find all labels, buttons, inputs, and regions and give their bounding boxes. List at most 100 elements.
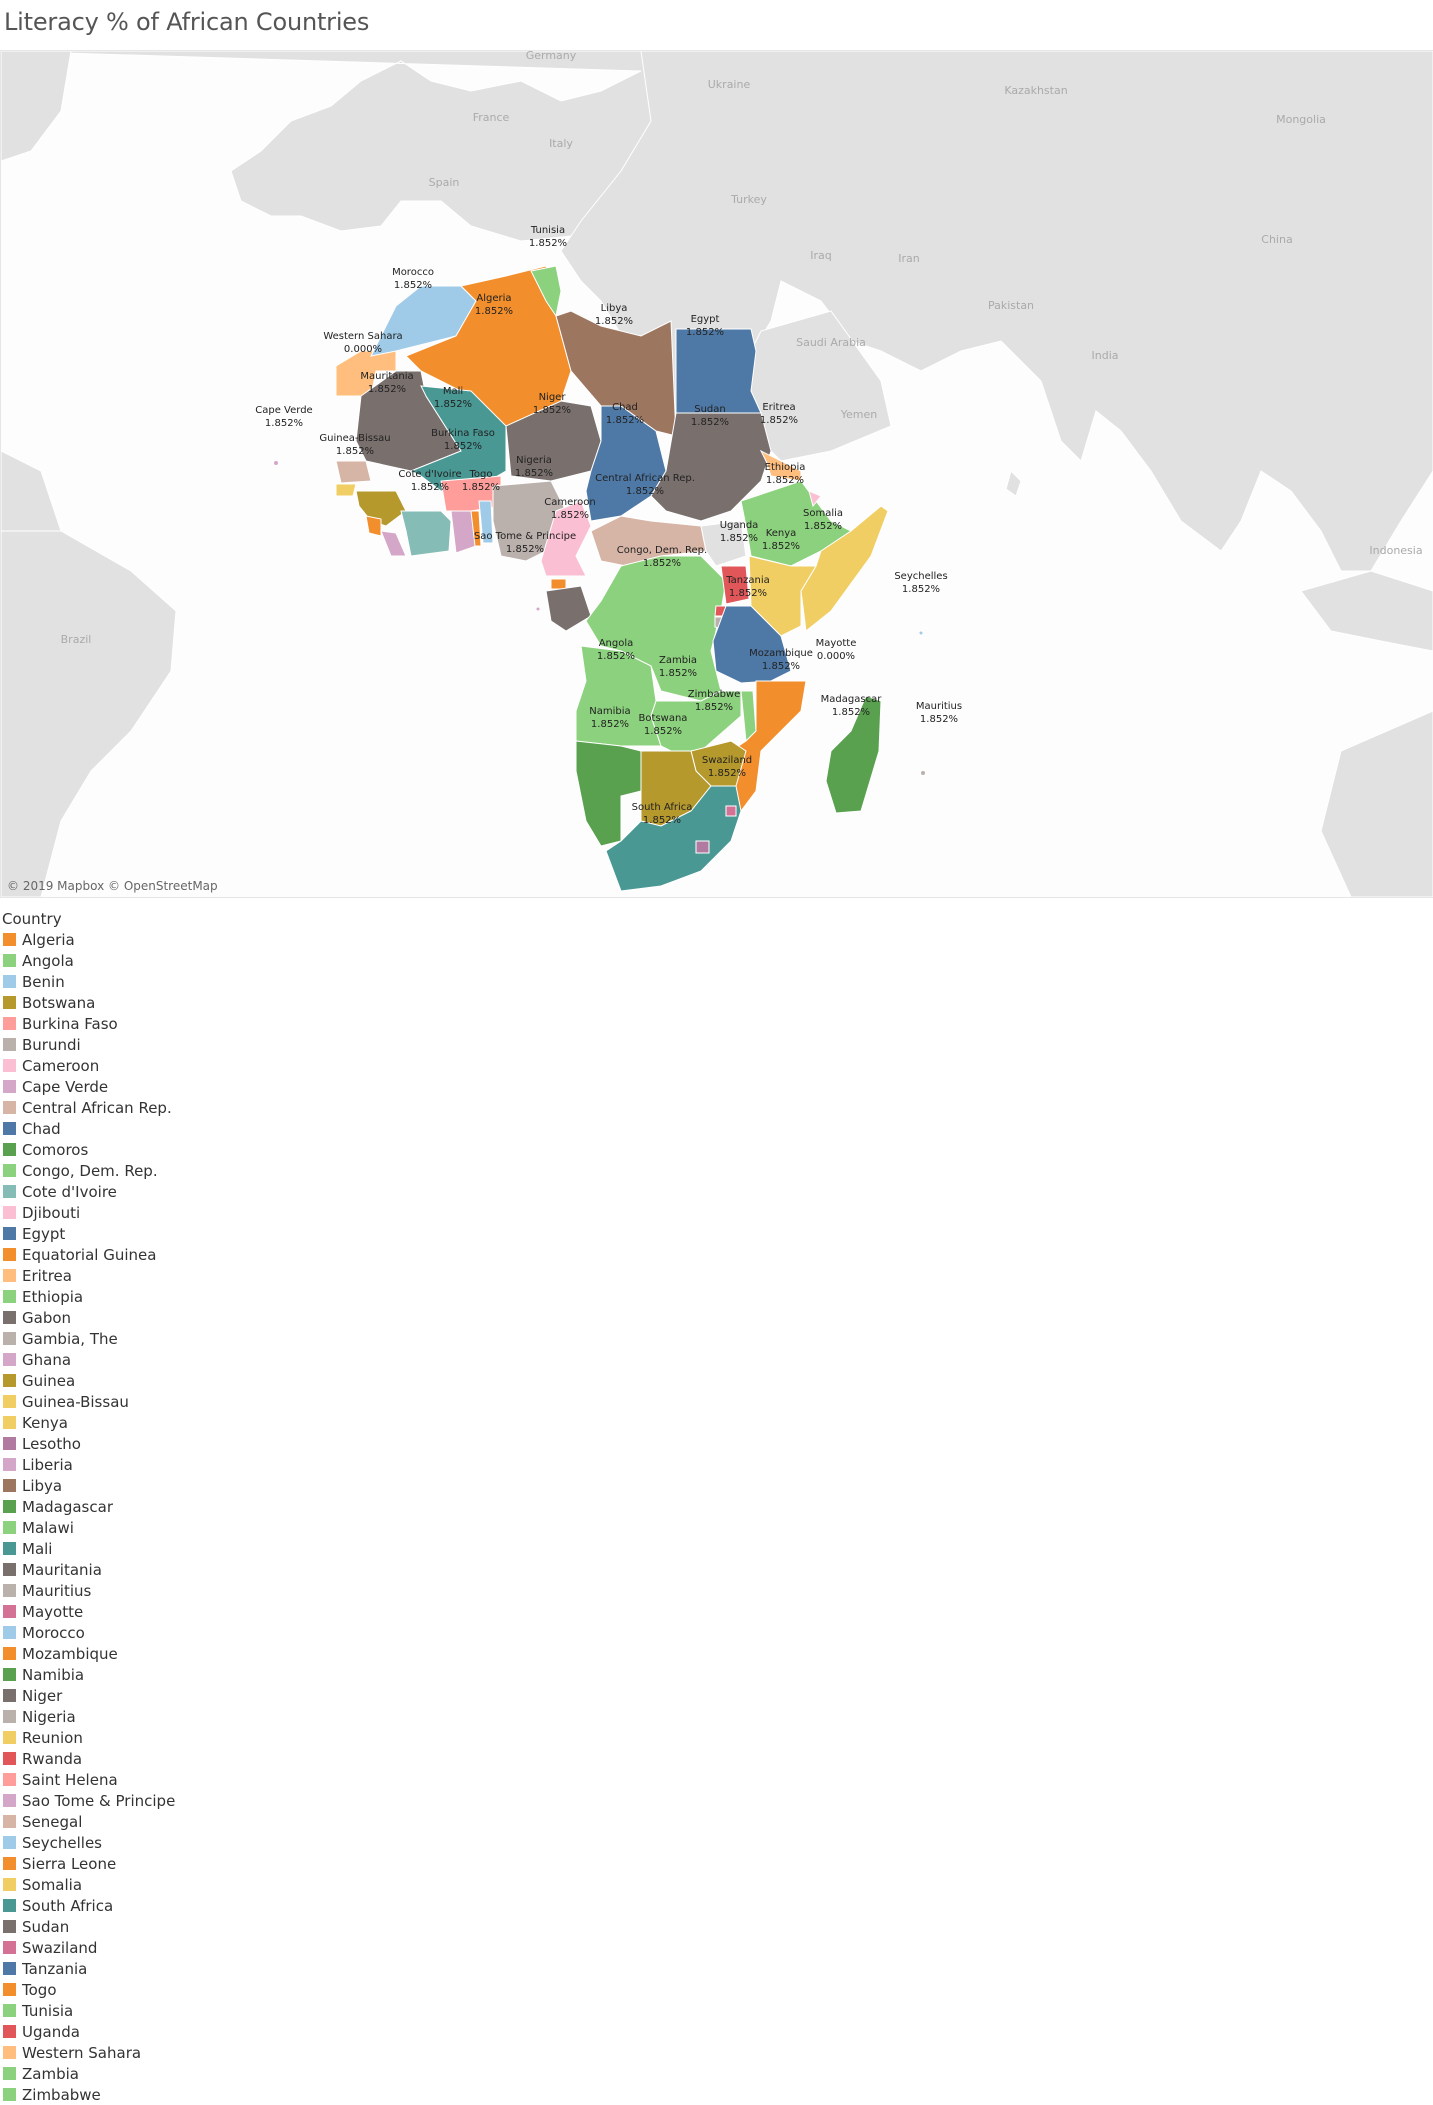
legend-item[interactable]: Kenya <box>3 1412 175 1433</box>
legend-item[interactable]: Liberia <box>3 1454 175 1475</box>
map-canvas[interactable]: Germany Ukraine Kazakhstan Mongolia France It… <box>1 51 1433 897</box>
legend-item[interactable]: Mali <box>3 1538 175 1559</box>
country-shapes[interactable] <box>274 265 925 892</box>
legend-item[interactable]: South Africa <box>3 1895 175 1916</box>
legend-item[interactable]: Comoros <box>3 1139 175 1160</box>
country-name: Uganda <box>720 520 759 531</box>
legend-item[interactable]: Mauritius <box>3 1580 175 1601</box>
legend-item[interactable]: Senegal <box>3 1811 175 1832</box>
legend-item[interactable]: Namibia <box>3 1664 175 1685</box>
legend-item[interactable]: Libya <box>3 1475 175 1496</box>
legend-item[interactable]: Zambia <box>3 2063 175 2084</box>
country-cote-divoire <box>400 510 452 557</box>
country-value: 1.852% <box>720 533 758 544</box>
country-value: 1.852% <box>760 415 798 426</box>
country-name: Angola <box>599 638 634 649</box>
legend-label: Eritrea <box>22 1266 72 1285</box>
country-value: 1.852% <box>394 280 432 291</box>
legend-item[interactable]: Mauritania <box>3 1559 175 1580</box>
legend-item[interactable]: Seychelles <box>3 1832 175 1853</box>
legend-label: Niger <box>22 1686 63 1705</box>
country-name: Cameroon <box>544 497 595 508</box>
legend-label: Cameroon <box>22 1056 100 1075</box>
country-seychelles <box>919 631 923 635</box>
geo-label: China <box>1261 233 1292 246</box>
legend-item[interactable]: Cape Verde <box>3 1076 175 1097</box>
legend-item[interactable]: Ethiopia <box>3 1286 175 1307</box>
legend-item[interactable]: Somalia <box>3 1874 175 1895</box>
legend-item[interactable]: Lesotho <box>3 1433 175 1454</box>
geo-label: Germany <box>526 51 577 62</box>
legend-item[interactable]: Sudan <box>3 1916 175 1937</box>
legend-item[interactable]: Djibouti <box>3 1202 175 1223</box>
country-label: Tanzania 1.852% <box>725 575 770 599</box>
legend-item[interactable]: Sierra Leone <box>3 1853 175 1874</box>
country-name: Guinea-Bissau <box>319 433 390 444</box>
legend-item[interactable]: Western Sahara <box>3 2042 175 2063</box>
country-label: Sao Tome & Principe 1.852% <box>474 531 576 555</box>
legend-label: Burundi <box>22 1035 81 1054</box>
legend-item[interactable]: Swaziland <box>3 1937 175 1958</box>
legend-label: Lesotho <box>22 1434 81 1453</box>
legend-item[interactable]: Uganda <box>3 2021 175 2042</box>
legend-item[interactable]: Cote d'Ivoire <box>3 1181 175 1202</box>
legend-label: Mauritius <box>22 1581 92 1600</box>
legend-item[interactable]: Tunisia <box>3 2000 175 2021</box>
geo-labels: Germany Ukraine Kazakhstan Mongolia France It… <box>61 51 1423 646</box>
legend-item[interactable]: Niger <box>3 1685 175 1706</box>
legend-item[interactable]: Morocco <box>3 1622 175 1643</box>
legend-item[interactable]: Zimbabwe <box>3 2084 175 2105</box>
geo-label: Iraq <box>810 249 832 262</box>
legend-item[interactable]: Angola <box>3 950 175 971</box>
country-south-sudan <box>700 520 747 567</box>
legend-item[interactable]: Madagascar <box>3 1496 175 1517</box>
country-label: Niger 1.852% <box>533 392 571 416</box>
legend-label: Mayotte <box>22 1602 84 1621</box>
country-south-africa <box>605 785 742 892</box>
legend-label: Malawi <box>22 1518 74 1537</box>
legend-label: Botswana <box>22 993 96 1012</box>
legend-item[interactable]: Guinea-Bissau <box>3 1391 175 1412</box>
legend-item[interactable]: Nigeria <box>3 1706 175 1727</box>
legend-swatch <box>3 1605 16 1618</box>
legend-item[interactable]: Central African Rep. <box>3 1097 175 1118</box>
legend-title: Country <box>2 910 62 928</box>
legend-item[interactable]: Burundi <box>3 1034 175 1055</box>
legend-item[interactable]: Benin <box>3 971 175 992</box>
legend-item[interactable]: Guinea <box>3 1370 175 1391</box>
legend-item[interactable]: Sao Tome & Principe <box>3 1790 175 1811</box>
country-value: 1.852% <box>265 418 303 429</box>
legend-item[interactable]: Mayotte <box>3 1601 175 1622</box>
geo-label: Brazil <box>61 633 92 646</box>
legend-item[interactable]: Equatorial Guinea <box>3 1244 175 1265</box>
map-view[interactable]: Germany Ukraine Kazakhstan Mongolia France It… <box>0 50 1433 898</box>
country-label: Tunisia 1.852% <box>529 225 567 249</box>
country-value: 1.852% <box>659 668 697 679</box>
legend-item[interactable]: Algeria <box>3 929 175 950</box>
map-attribution[interactable]: © 2019 Mapbox © OpenStreetMap <box>7 879 218 893</box>
legend-item[interactable]: Tanzania <box>3 1958 175 1979</box>
legend-item[interactable]: Saint Helena <box>3 1769 175 1790</box>
legend-item[interactable]: Reunion <box>3 1727 175 1748</box>
legend-item[interactable]: Mozambique <box>3 1643 175 1664</box>
country-value: 1.852% <box>804 521 842 532</box>
country-value: 1.852% <box>515 468 553 479</box>
legend-label: Gambia, The <box>22 1329 118 1348</box>
legend-item[interactable]: Rwanda <box>3 1748 175 1769</box>
country-label: Libya 1.852% <box>595 303 633 327</box>
legend-item[interactable]: Gabon <box>3 1307 175 1328</box>
legend[interactable]: Algeria Angola Benin Botswana Burkina Faso Bu… <box>3 929 175 2105</box>
legend-item[interactable]: Congo, Dem. Rep. <box>3 1160 175 1181</box>
legend-item[interactable]: Egypt <box>3 1223 175 1244</box>
legend-swatch <box>3 1080 16 1093</box>
legend-item[interactable]: Gambia, The <box>3 1328 175 1349</box>
legend-item[interactable]: Chad <box>3 1118 175 1139</box>
legend-item[interactable]: Botswana <box>3 992 175 1013</box>
legend-item[interactable]: Burkina Faso <box>3 1013 175 1034</box>
legend-swatch <box>3 1542 16 1555</box>
legend-item[interactable]: Eritrea <box>3 1265 175 1286</box>
legend-item[interactable]: Togo <box>3 1979 175 2000</box>
legend-item[interactable]: Malawi <box>3 1517 175 1538</box>
legend-item[interactable]: Cameroon <box>3 1055 175 1076</box>
legend-item[interactable]: Ghana <box>3 1349 175 1370</box>
